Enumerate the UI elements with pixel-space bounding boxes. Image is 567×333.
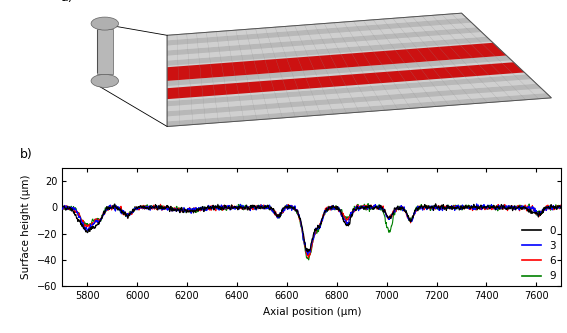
0 bbox=[289, 205, 295, 209]
Polygon shape bbox=[167, 93, 551, 127]
3 bbox=[558, 203, 565, 207]
9 bbox=[84, 222, 91, 226]
0 bbox=[544, 205, 551, 209]
0 bbox=[84, 230, 91, 234]
Polygon shape bbox=[167, 32, 486, 61]
Text: b): b) bbox=[20, 148, 33, 161]
3 bbox=[544, 205, 551, 209]
Legend: 0, 3, 6, 9: 0, 3, 6, 9 bbox=[522, 225, 556, 281]
0 bbox=[304, 250, 311, 254]
6 bbox=[558, 207, 565, 211]
Line: 0: 0 bbox=[62, 204, 561, 252]
FancyBboxPatch shape bbox=[97, 29, 113, 74]
Text: a): a) bbox=[60, 0, 73, 4]
Y-axis label: Surface height (μm): Surface height (μm) bbox=[22, 175, 31, 279]
0 bbox=[452, 206, 459, 210]
6 bbox=[157, 202, 164, 206]
6 bbox=[544, 205, 551, 209]
6 bbox=[59, 206, 66, 210]
3 bbox=[302, 241, 308, 245]
3 bbox=[59, 207, 66, 211]
9 bbox=[544, 206, 551, 210]
Ellipse shape bbox=[91, 17, 119, 30]
6 bbox=[289, 204, 295, 208]
9 bbox=[289, 206, 295, 210]
Polygon shape bbox=[167, 43, 506, 81]
Line: 9: 9 bbox=[62, 203, 561, 260]
6 bbox=[84, 224, 91, 228]
3 bbox=[473, 202, 480, 206]
Polygon shape bbox=[167, 51, 506, 81]
6 bbox=[302, 245, 308, 249]
Polygon shape bbox=[167, 41, 497, 71]
0 bbox=[558, 206, 565, 210]
9 bbox=[452, 205, 459, 209]
Polygon shape bbox=[167, 18, 472, 45]
Polygon shape bbox=[167, 65, 522, 96]
Polygon shape bbox=[167, 13, 551, 127]
0 bbox=[544, 206, 551, 210]
9 bbox=[544, 206, 551, 210]
Ellipse shape bbox=[91, 74, 119, 87]
Polygon shape bbox=[167, 13, 467, 40]
Polygon shape bbox=[167, 62, 524, 99]
X-axis label: Axial position (μm): Axial position (μm) bbox=[263, 307, 361, 317]
3 bbox=[452, 205, 459, 209]
Line: 3: 3 bbox=[62, 204, 561, 254]
Line: 6: 6 bbox=[62, 204, 561, 258]
Polygon shape bbox=[167, 74, 531, 106]
0 bbox=[59, 205, 66, 209]
3 bbox=[84, 228, 91, 232]
Polygon shape bbox=[167, 27, 481, 56]
Polygon shape bbox=[167, 46, 501, 76]
Polygon shape bbox=[167, 37, 492, 66]
3 bbox=[304, 252, 311, 256]
0 bbox=[302, 241, 308, 245]
9 bbox=[59, 207, 66, 211]
Polygon shape bbox=[167, 84, 541, 116]
9 bbox=[302, 245, 308, 249]
0 bbox=[432, 202, 439, 206]
Polygon shape bbox=[167, 79, 536, 111]
9 bbox=[305, 258, 312, 262]
Polygon shape bbox=[167, 89, 547, 122]
3 bbox=[544, 205, 551, 209]
Polygon shape bbox=[167, 60, 517, 91]
Polygon shape bbox=[167, 70, 526, 101]
6 bbox=[544, 207, 551, 211]
9 bbox=[365, 201, 371, 205]
6 bbox=[452, 204, 459, 208]
9 bbox=[558, 206, 565, 210]
3 bbox=[289, 208, 295, 212]
Polygon shape bbox=[167, 23, 476, 51]
Polygon shape bbox=[167, 56, 511, 86]
6 bbox=[305, 256, 312, 260]
